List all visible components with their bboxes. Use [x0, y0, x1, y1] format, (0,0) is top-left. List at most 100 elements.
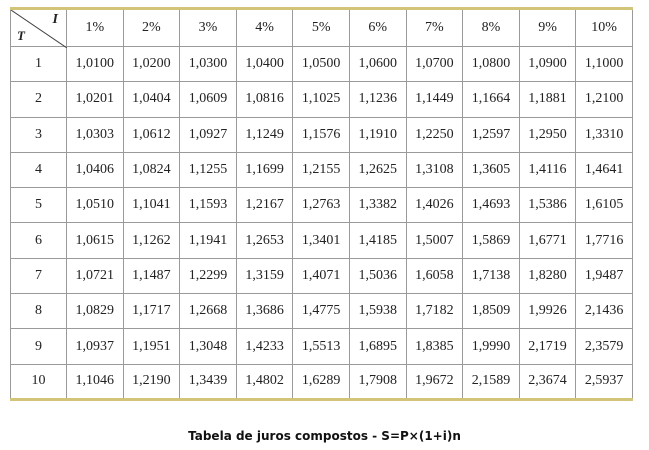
table-cell: 1,9990 — [462, 328, 520, 365]
table-cell: 1,6289 — [292, 363, 350, 400]
table-row: 3 1,0303 1,0612 1,0927 1,1249 1,1576 1,1910 1,2… — [10, 116, 633, 153]
table-cell: 1,3048 — [179, 328, 237, 365]
table-cell: 1,3439 — [179, 363, 237, 400]
table-cell: 1,1717 — [122, 293, 181, 330]
table-cell: 2,3579 — [575, 328, 633, 365]
table-cell: 1,4693 — [462, 187, 520, 224]
table-cell: 1,2763 — [292, 187, 350, 224]
table-cell: 1,3310 — [575, 116, 633, 153]
table-cell: 1,2668 — [179, 293, 237, 330]
table-cell: 1,0404 — [122, 81, 181, 118]
table-cell: 2,1719 — [518, 328, 577, 365]
table-cell: 1,2250 — [405, 116, 464, 153]
table-cell: 1,0824 — [122, 151, 181, 189]
table-cell: 1,0510 — [66, 187, 124, 224]
row-axis-label: T — [17, 28, 25, 43]
table-cell: 1,7908 — [348, 363, 407, 400]
table-cell: 1,0612 — [122, 116, 181, 153]
column-header: 8% — [462, 8, 520, 47]
table-cell: 1,1255 — [179, 151, 237, 189]
table-cell: 1,8385 — [405, 328, 464, 365]
table-cell: 1,0303 — [66, 116, 124, 153]
table-cell: 1,6771 — [518, 222, 577, 259]
table-cell: 1,8509 — [462, 293, 520, 330]
table-cell: 1,4775 — [292, 293, 350, 330]
column-header: 10% — [575, 8, 633, 47]
table-cell: 1,1881 — [518, 81, 577, 118]
table-cell: 1,0721 — [66, 257, 124, 295]
table-cell: 1,0816 — [235, 81, 294, 118]
table-cell: 2,3674 — [518, 363, 577, 400]
column-header: 1% — [66, 8, 124, 47]
table-cell: 1,1025 — [292, 81, 350, 118]
table-cell: 1,9487 — [575, 257, 633, 295]
header-row: I T 1% 2% 3% 4% 5% 6% 7% 8% 9% 10% — [10, 8, 633, 48]
table-cell: 1,1576 — [292, 116, 350, 153]
table-cell: 1,3401 — [292, 222, 350, 259]
corner-diagonal — [11, 10, 67, 48]
table-cell: 1,1699 — [235, 151, 294, 189]
row-header: 1 — [10, 45, 67, 83]
row-header: 6 — [10, 222, 67, 259]
table-cell: 1,3605 — [462, 151, 520, 189]
table-cell: 1,0927 — [179, 116, 237, 153]
table-cell: 1,0615 — [66, 222, 124, 259]
table-cell: 1,0937 — [66, 328, 124, 365]
table-cell: 2,1436 — [575, 293, 633, 330]
column-axis-label: I — [52, 12, 58, 27]
table-cell: 1,2190 — [122, 363, 181, 400]
table-cell: 1,2950 — [518, 116, 577, 153]
table-cell: 1,5869 — [462, 222, 520, 259]
table-cell: 1,8280 — [518, 257, 577, 295]
row-header: 8 — [10, 293, 67, 330]
table-cell: 1,6895 — [348, 328, 407, 365]
table-cell: 1,3159 — [235, 257, 294, 295]
table-cell: 1,3686 — [235, 293, 294, 330]
table-cell: 1,4185 — [348, 222, 407, 259]
column-header: 4% — [235, 8, 294, 47]
table-row: 7 1,0721 1,1487 1,2299 1,3159 1,4071 1,5036 1,6… — [10, 257, 633, 295]
table-cell: 1,0300 — [179, 45, 237, 83]
table-cell: 1,5007 — [405, 222, 464, 259]
table-cell: 1,0400 — [235, 45, 294, 83]
row-header: 2 — [10, 81, 67, 118]
row-header: 4 — [10, 151, 67, 189]
table-cell: 1,5036 — [348, 257, 407, 295]
table-cell: 1,1951 — [122, 328, 181, 365]
table-row: 4 1,0406 1,0824 1,1255 1,1699 1,2155 1,2625 1,3… — [10, 151, 633, 189]
table-cell: 1,1664 — [462, 81, 520, 118]
table-cell: 2,1589 — [462, 363, 520, 400]
table-cell: 1,4233 — [235, 328, 294, 365]
table-cell: 1,0800 — [462, 45, 520, 83]
table-cell: 1,0406 — [66, 151, 124, 189]
column-header: 7% — [405, 8, 464, 47]
table-cell: 1,2625 — [348, 151, 407, 189]
table-row: 5 1,0510 1,1041 1,1593 1,2167 1,2763 1,3382 1,4… — [10, 187, 633, 224]
table-cell: 1,1449 — [405, 81, 464, 118]
table-cell: 1,0829 — [66, 293, 124, 330]
column-header: 2% — [122, 8, 181, 47]
column-header: 9% — [518, 8, 577, 47]
table-cell: 1,0500 — [292, 45, 350, 83]
table-cell: 1,6058 — [405, 257, 464, 295]
table-cell: 1,0700 — [405, 45, 464, 83]
table-cell: 1,1000 — [575, 45, 633, 83]
table-cell: 1,1041 — [122, 187, 181, 224]
table-cell: 1,1941 — [179, 222, 237, 259]
table-cell: 1,6105 — [575, 187, 633, 224]
table-cell: 1,2597 — [462, 116, 520, 153]
table-cell: 1,4116 — [518, 151, 577, 189]
table-cell: 1,3382 — [348, 187, 407, 224]
table-cell: 1,3108 — [405, 151, 464, 189]
table-row: 2 1,0201 1,0404 1,0609 1,0816 1,1025 1,1236 1,1… — [10, 81, 633, 118]
row-header: 7 — [10, 257, 67, 295]
table-cell: 1,5386 — [518, 187, 577, 224]
table-cell: 1,0201 — [66, 81, 124, 118]
table-cell: 1,0200 — [122, 45, 181, 83]
table-cell: 1,9672 — [405, 363, 464, 400]
table-cell: 1,7716 — [575, 222, 633, 259]
table-cell: 1,1236 — [348, 81, 407, 118]
table-cell: 1,9926 — [518, 293, 577, 330]
row-header: 3 — [10, 116, 67, 153]
